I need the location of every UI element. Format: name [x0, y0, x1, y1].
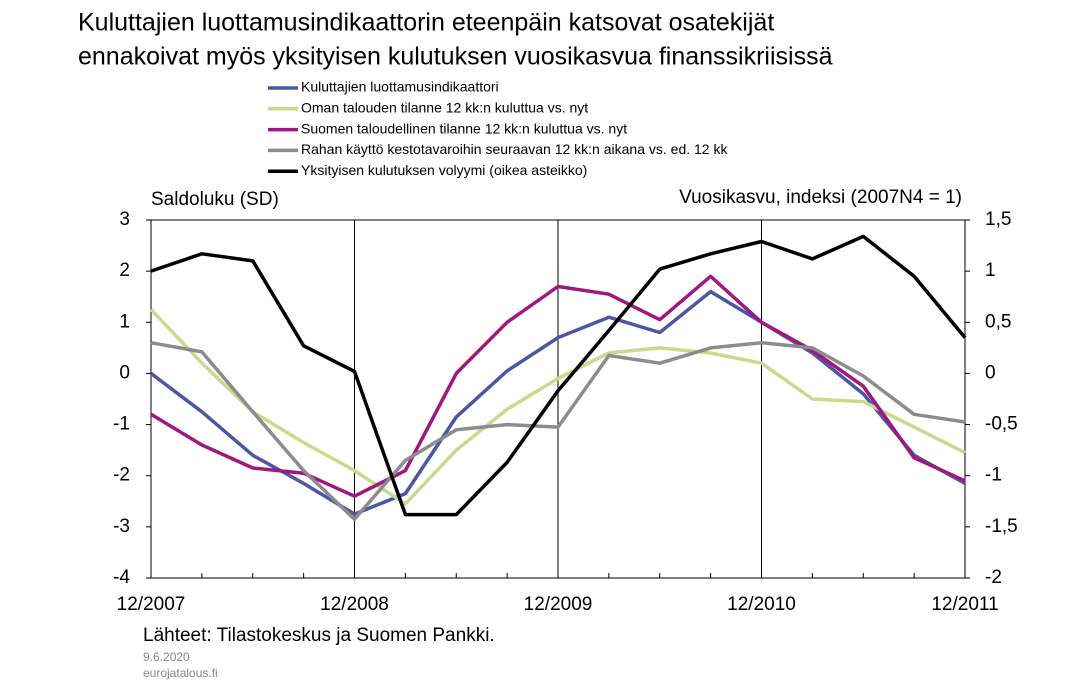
y2-tick-label: -1,5 — [985, 516, 1018, 537]
y-tick-label: -1 — [113, 414, 130, 435]
y-tick-label: 1 — [119, 311, 130, 332]
y2-tick-label: -1 — [985, 465, 1002, 486]
y2-tick-label: 1 — [985, 260, 996, 281]
y-tick-label: 0 — [119, 362, 130, 383]
source: Lähteet: Tilastokeskus ja Suomen Pankki. — [143, 625, 495, 646]
legend-label: Yksityisen kulutuksen volyymi (oikea ast… — [301, 162, 587, 178]
y-tick-label: -2 — [113, 465, 130, 486]
y2-tick-label: -0,5 — [985, 414, 1018, 435]
legend-label: Oman talouden tilanne 12 kk:n kuluttua v… — [301, 100, 588, 116]
legend-label: Suomen taloudellinen tilanne 12 kk:n kul… — [301, 120, 627, 136]
y2-axis-label: Vuosikasvu, indeksi (2007N4 = 1) — [679, 187, 962, 208]
y-tick-label: 3 — [119, 209, 130, 230]
series-line — [149, 289, 966, 516]
x-tick-label: 12/2009 — [524, 594, 593, 615]
date: 9.6.2020 — [143, 650, 190, 664]
series-line — [150, 340, 966, 521]
y-axis-label: Saldoluku (SD) — [151, 189, 279, 210]
x-tick-label: 12/2011 — [931, 594, 998, 615]
legend-label: Kuluttajien luottamusindikaattori — [301, 79, 499, 95]
x-tick-label: 12/2010 — [727, 594, 796, 615]
y2-tick-label: 0 — [985, 362, 996, 383]
chart-title: Kuluttajien luottamusindikaattorin eteen… — [78, 9, 774, 37]
series-line — [149, 308, 966, 506]
y-tick-label: -3 — [113, 516, 130, 537]
series-line — [150, 234, 967, 517]
chart-title: ennakoivat myös yksityisen kulutuksen vu… — [78, 43, 833, 71]
y2-tick-label: 1,5 — [985, 209, 1011, 230]
legend-label: Rahan käyttö kestotavaroihin seuraavan 1… — [301, 141, 728, 157]
series-line — [150, 274, 966, 498]
y2-tick-label: -2 — [985, 567, 1002, 588]
y2-tick-label: 0,5 — [985, 311, 1011, 332]
y-tick-label: -4 — [113, 567, 130, 588]
plot-frame — [150, 219, 966, 579]
x-tick-label: 12/2008 — [320, 594, 389, 615]
y-tick-label: 2 — [119, 260, 130, 281]
site: eurojatalous.fi — [143, 666, 218, 680]
x-tick-label: 12/2007 — [117, 594, 186, 615]
